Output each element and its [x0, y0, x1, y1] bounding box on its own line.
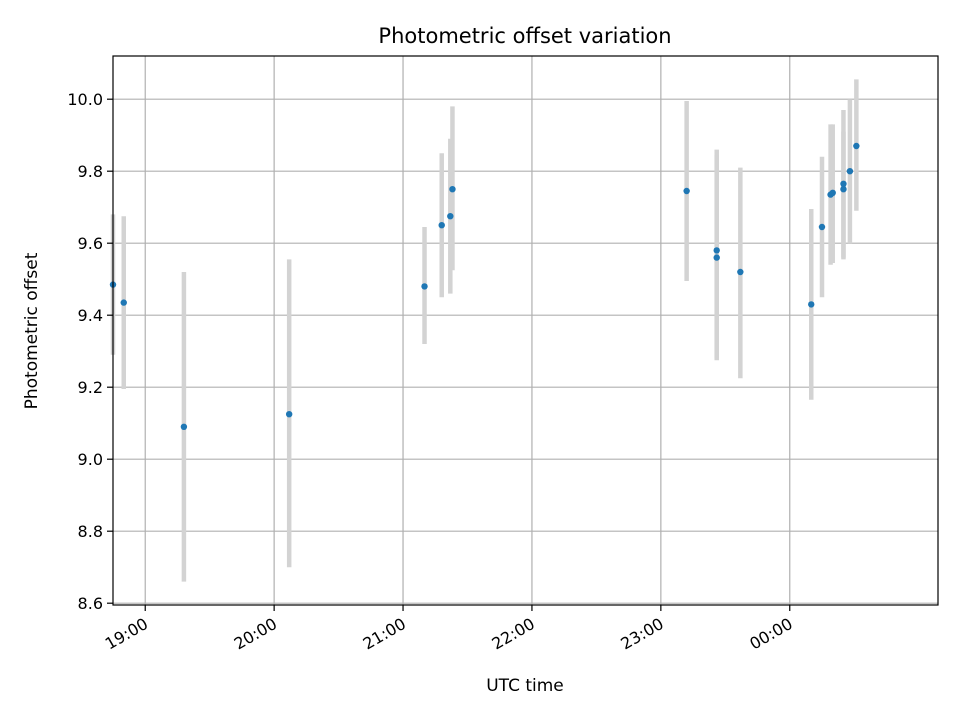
y-tick-label: 8.6: [78, 594, 103, 613]
data-point: [285, 411, 293, 418]
data-point: [829, 189, 836, 196]
data-point: [120, 299, 127, 306]
data-point: [808, 301, 815, 308]
x-axis-title: UTC time: [486, 676, 564, 696]
data-point: [713, 254, 720, 261]
plot-frame: [112, 55, 939, 606]
data-point: [683, 187, 690, 195]
y-axis-title: Photometric offset: [22, 252, 42, 409]
data-point: [438, 222, 445, 229]
data-point: [840, 180, 847, 187]
y-tick-label: 9.0: [78, 450, 103, 469]
data-point: [737, 268, 744, 276]
data-point: [818, 223, 826, 231]
data-point: [846, 168, 854, 175]
data-point: [449, 186, 456, 193]
data-point: [853, 142, 860, 150]
y-tick-label: 10.0: [67, 90, 103, 109]
grid: [113, 56, 938, 605]
data-point: [447, 213, 454, 220]
y-tick-label: 9.2: [78, 378, 103, 397]
y-tick-label: 9.4: [78, 306, 103, 325]
data-point: [840, 186, 847, 193]
data-point: [713, 247, 720, 254]
y-tick-label: 8.8: [78, 522, 103, 541]
chart-title: Photometric offset variation: [378, 24, 671, 48]
y-tick-label: 9.8: [78, 162, 103, 181]
data-point: [421, 283, 428, 290]
y-axis: 8.6 8.8 9.0 9.2 9.4 9.6 9.8 10.0: [67, 90, 113, 613]
data-points: [109, 142, 860, 430]
data-point: [180, 423, 188, 430]
y-tick-label: 9.6: [78, 234, 103, 253]
